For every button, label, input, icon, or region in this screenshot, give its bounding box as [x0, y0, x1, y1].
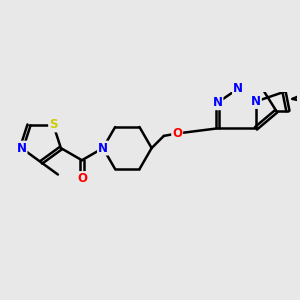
- Text: N: N: [98, 142, 108, 154]
- Text: N: N: [16, 142, 26, 154]
- Text: S: S: [49, 118, 58, 131]
- Text: N: N: [233, 82, 243, 95]
- Text: O: O: [172, 127, 182, 140]
- Text: N: N: [251, 95, 261, 108]
- Text: N: N: [212, 96, 223, 109]
- Text: O: O: [77, 172, 87, 185]
